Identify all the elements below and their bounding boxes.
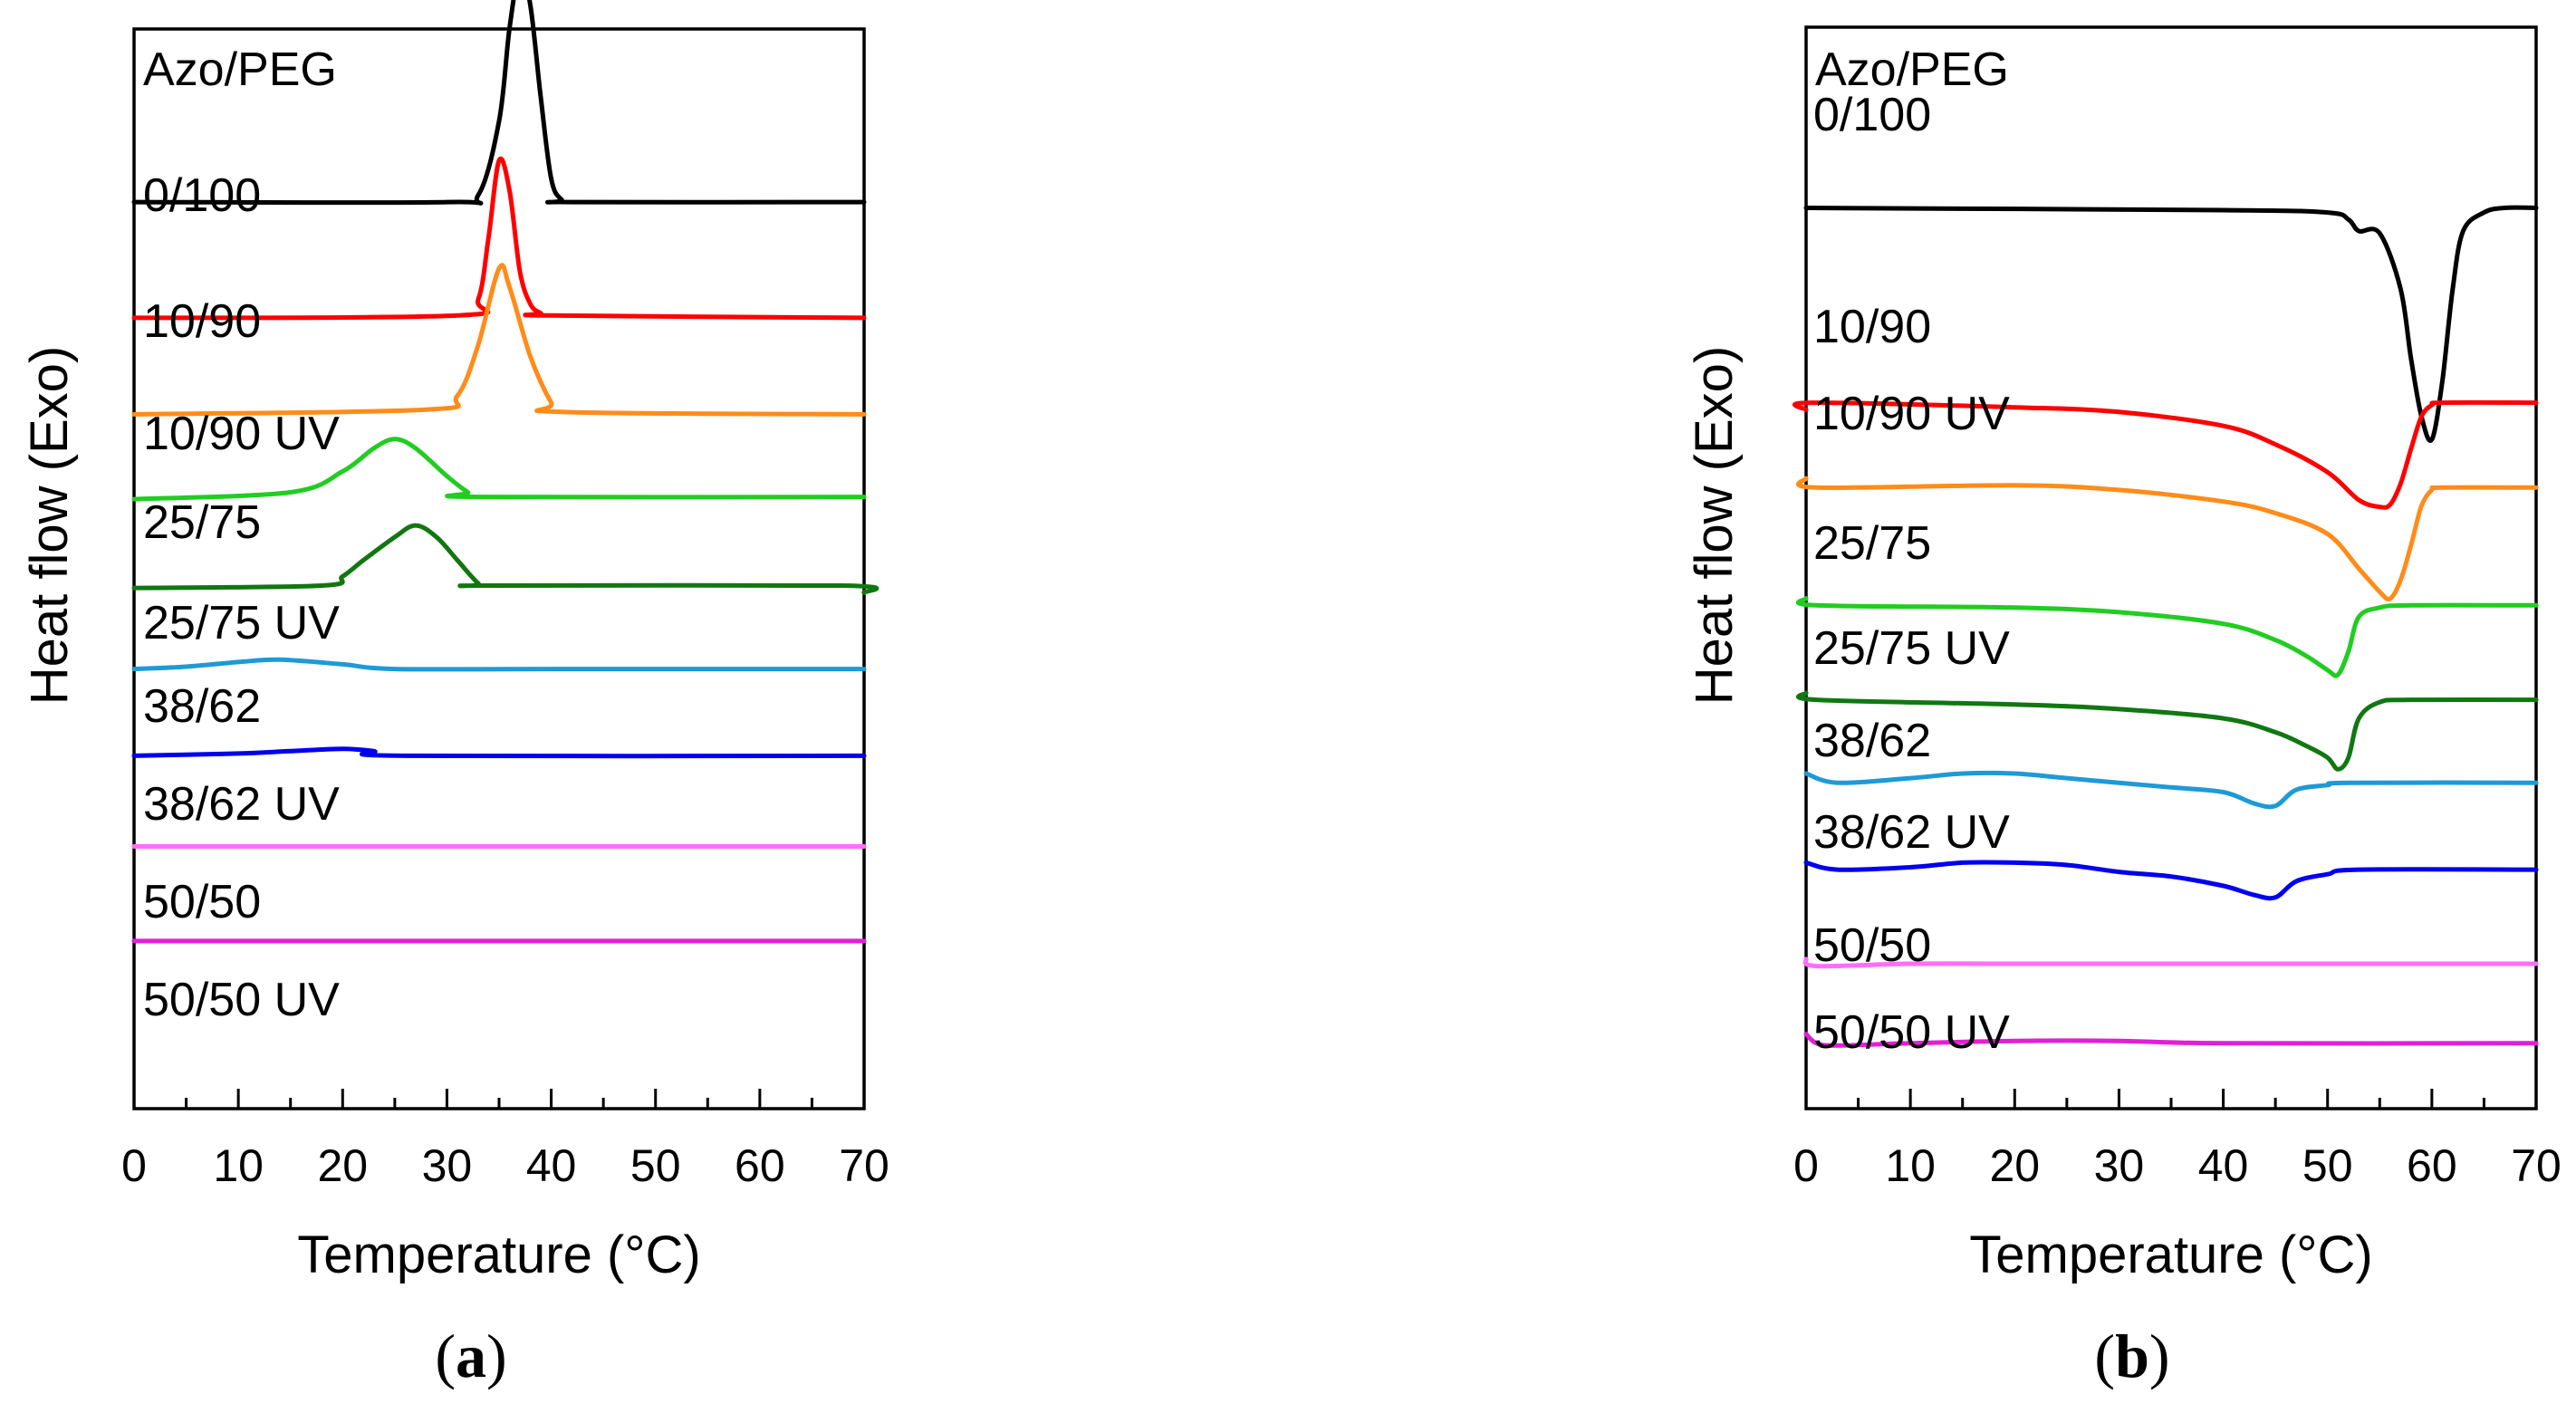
x-ticks-a	[132, 1089, 866, 1109]
x-tick-label: 20	[317, 1140, 368, 1191]
x-ticks-b	[1804, 1089, 2538, 1109]
x-tick-labels-a: 0 10 20 30 40 50 60 70	[121, 1140, 889, 1191]
x-tick-label: 0	[121, 1140, 147, 1191]
trace-label: 10/90	[1813, 301, 1931, 353]
x-tick-labels-b: 0 10 20 30 40 50 60 70	[1793, 1140, 2562, 1191]
trace-label: 10/90 UV	[1813, 388, 2010, 440]
trace-label: 0/100	[143, 169, 261, 222]
x-tick-label: 10	[1885, 1140, 1936, 1191]
x-tick-label: 70	[2511, 1140, 2562, 1191]
series-line-0-100	[1803, 205, 2539, 443]
series-line-25-75-uv	[131, 523, 879, 595]
x-tick-label: 60	[2407, 1140, 2457, 1191]
caption-a: (a)	[435, 1322, 506, 1390]
chart-panel-a: 0 10 20 30 40 50 60 70 0/100 10/90 10/90 UV 25/75 2…	[20, 0, 889, 1390]
trace-label: 50/50	[1813, 919, 1931, 972]
x-axis-title-a: Temperature (°C)	[297, 1226, 700, 1284]
series-line-38-62	[1803, 770, 2539, 810]
trace-label: 50/50 UV	[1813, 1006, 2010, 1059]
trace-label: 10/90 UV	[143, 408, 340, 460]
x-tick-label: 20	[1989, 1140, 2040, 1191]
trace-label: 10/90	[143, 295, 261, 348]
series-line-10-90-uv	[1796, 476, 2539, 602]
x-tick-label: 30	[2094, 1140, 2145, 1191]
series-line-10-90	[1792, 399, 2539, 510]
series-line-10-90	[131, 156, 867, 321]
header-label-b: Azo/PEG	[1815, 43, 2009, 96]
trace-label: 25/75	[1813, 517, 1931, 570]
x-tick-label: 70	[839, 1140, 889, 1191]
series-line-0-100	[131, 0, 867, 206]
series-line-10-90-uv	[131, 263, 867, 417]
trace-labels-b: 0/100 10/90 10/90 UV 25/75 25/75 UV 38/62 38/6…	[1813, 89, 2010, 1059]
curves-a	[131, 0, 879, 944]
series-line-25-75	[131, 437, 867, 502]
curves-b	[1792, 205, 2539, 1048]
series-line-50-50-uv	[1803, 1032, 2539, 1048]
x-tick-label: 50	[630, 1140, 681, 1191]
series-line-50-50	[1802, 956, 2539, 969]
y-axis-title-a: Heat flow (Exo)	[20, 346, 79, 705]
x-tick-label: 10	[213, 1140, 264, 1191]
trace-label: 25/75	[143, 496, 261, 549]
chart-panel-b: 0 10 20 30 40 50 60 70 0/100 10/90 10/90 UV 25/75 2…	[1685, 25, 2562, 1390]
trace-label: 38/62	[143, 680, 261, 733]
trace-label: 50/50	[143, 876, 261, 928]
header-label-a: Azo/PEG	[143, 43, 337, 96]
trace-label: 38/62 UV	[1813, 806, 2010, 859]
trace-label: 50/50 UV	[143, 974, 340, 1026]
y-axis-title-b: Heat flow (Exo)	[1685, 346, 1744, 705]
trace-label: 38/62 UV	[143, 778, 340, 831]
series-line-25-75-uv	[1796, 690, 2539, 772]
trace-label: 25/75 UV	[1813, 622, 2010, 675]
x-tick-label: 40	[2198, 1140, 2249, 1191]
trace-label: 0/100	[1813, 89, 1931, 141]
trace-label: 25/75 UV	[143, 597, 340, 649]
caption-b: (b)	[2094, 1322, 2169, 1390]
series-line-25-75	[1796, 596, 2539, 678]
series-line-38-62	[131, 657, 867, 672]
x-tick-label: 50	[2302, 1140, 2353, 1191]
x-tick-label: 40	[526, 1140, 577, 1191]
series-line-38-62-uv	[1803, 860, 2539, 901]
trace-label: 38/62	[1813, 715, 1931, 767]
trace-labels-a: 0/100 10/90 10/90 UV 25/75 25/75 UV 38/62 38/6…	[143, 169, 340, 1026]
x-axis-title-b: Temperature (°C)	[1969, 1226, 2372, 1284]
series-line-38-62-uv	[131, 746, 867, 759]
x-tick-label: 60	[735, 1140, 785, 1191]
x-tick-label: 0	[1793, 1140, 1819, 1191]
x-tick-label: 30	[422, 1140, 473, 1191]
